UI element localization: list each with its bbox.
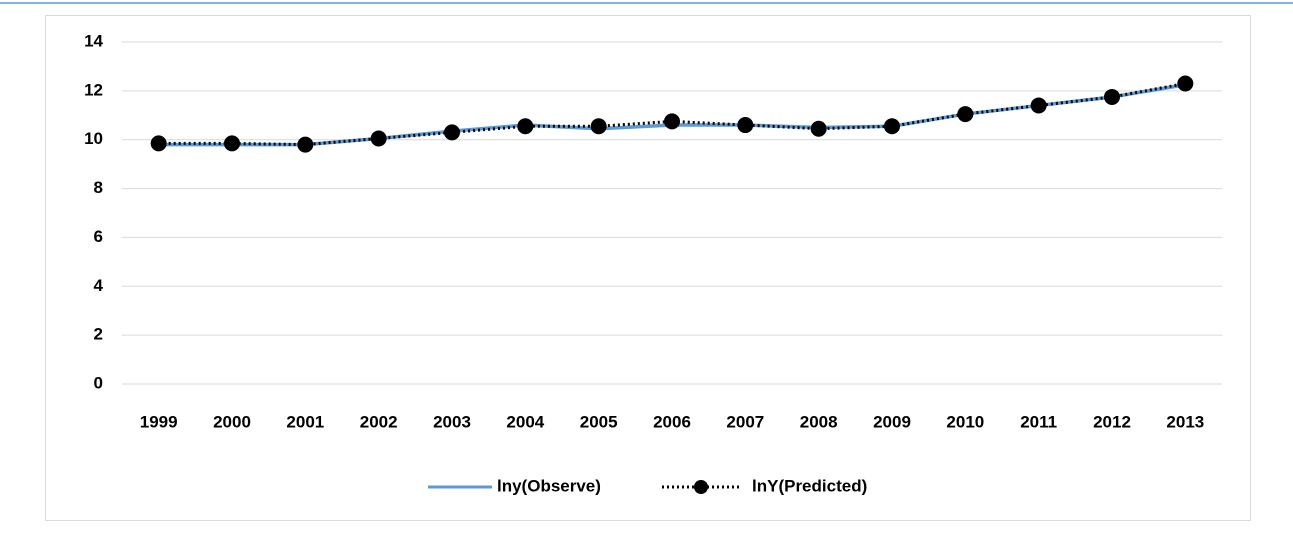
x-tick-label: 2009 — [873, 412, 911, 431]
chart-frame — [45, 15, 1251, 521]
y-tick-label: 14 — [84, 31, 103, 50]
x-tick-label: 2007 — [726, 412, 764, 431]
y-tick-label: 12 — [84, 80, 103, 99]
y-tick-label: 6 — [94, 227, 103, 246]
y-tick-label: 0 — [94, 373, 103, 392]
x-tick-label: 2012 — [1093, 412, 1131, 431]
x-tick-label: 2011 — [1020, 412, 1057, 431]
point-marker — [1104, 88, 1120, 105]
y-tick-label: 10 — [84, 129, 103, 148]
point-marker — [590, 118, 607, 135]
point-marker — [517, 118, 534, 135]
x-tick-label: 2002 — [360, 412, 398, 431]
point-marker — [370, 130, 387, 147]
point-marker — [297, 136, 314, 153]
point-marker — [810, 120, 827, 137]
x-tick-label: 2006 — [653, 412, 691, 431]
x-tick-label: 2005 — [580, 412, 618, 431]
legend-label: lny(Observe) — [497, 476, 601, 495]
point-marker — [1177, 75, 1194, 92]
legend-label: lnY(Predicted) — [752, 476, 867, 495]
x-tick-label: 2000 — [213, 412, 251, 431]
point-marker — [884, 118, 900, 135]
x-tick-label: 1999 — [140, 412, 178, 431]
x-tick-label: 2013 — [1166, 412, 1204, 431]
y-tick-label: 2 — [94, 325, 103, 344]
point-marker — [1030, 97, 1047, 114]
y-tick-label: 8 — [94, 178, 103, 197]
point-marker — [957, 106, 974, 123]
x-tick-label: 2008 — [800, 412, 838, 431]
point-marker — [224, 135, 240, 152]
point-marker — [444, 124, 460, 141]
legend-marker — [694, 480, 708, 494]
point-marker — [737, 117, 754, 134]
x-tick-label: 2001 — [286, 412, 324, 431]
x-tick-label: 2004 — [506, 412, 544, 431]
point-marker — [664, 113, 680, 130]
x-tick-label: 2003 — [433, 412, 471, 431]
point-marker — [150, 135, 167, 152]
x-tick-label: 2010 — [946, 412, 984, 431]
y-tick-label: 4 — [94, 276, 104, 295]
series-line — [158, 82, 1186, 147]
